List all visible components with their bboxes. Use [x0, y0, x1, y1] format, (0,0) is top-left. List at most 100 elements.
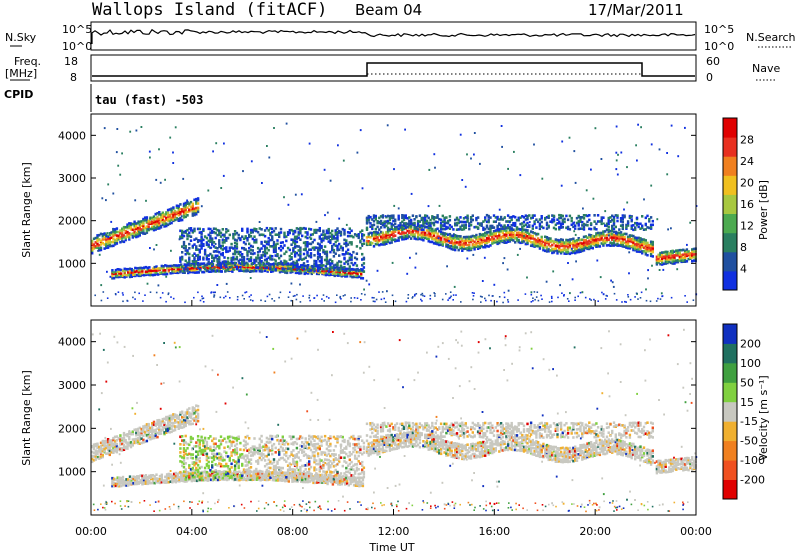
ground-scatter-cell — [492, 295, 494, 297]
ground-scatter-cell — [584, 296, 587, 299]
noise-panel: N.Sky 10^5 10^0 10^5 10^0 N.Search — [5, 21, 796, 53]
echo-cell — [422, 222, 425, 226]
echo-cell — [178, 478, 181, 481]
echo-cell — [371, 227, 374, 231]
ground-scatter-cell — [579, 291, 582, 294]
echo-cell — [648, 220, 651, 223]
scatter-cell — [647, 269, 649, 272]
scatter-cell — [414, 266, 417, 269]
ground-scatter-cell — [429, 294, 432, 297]
ground-scatter-cell — [126, 299, 128, 302]
echo-cell — [178, 475, 181, 479]
echo-cell — [535, 218, 538, 221]
echo-cell — [673, 250, 676, 253]
echo-cell — [401, 238, 404, 241]
echo-cell — [183, 480, 186, 483]
echo-cell — [388, 228, 392, 231]
echo-cell — [260, 254, 263, 257]
echo-cell — [152, 423, 156, 426]
echo-cell — [241, 255, 244, 259]
scatter-cell — [261, 182, 263, 184]
echo-cell — [273, 470, 276, 474]
ground-scatter-cell — [649, 300, 652, 303]
echo-cell — [191, 202, 194, 206]
echo-cell — [332, 235, 336, 238]
echo-cell — [625, 244, 628, 247]
echo-cell — [526, 241, 529, 244]
echo-cell — [510, 235, 513, 238]
echo-cell — [179, 411, 182, 414]
echo-cell — [586, 246, 589, 250]
echo-cell — [254, 478, 257, 481]
echo-cell — [281, 269, 284, 272]
echo-cell — [117, 234, 120, 238]
echo-cell — [641, 238, 644, 241]
echo-cell — [113, 441, 117, 445]
echo-cell — [172, 218, 175, 221]
echo-cell — [418, 214, 422, 217]
echo-cell — [184, 413, 187, 416]
echo-cell — [378, 220, 381, 224]
echo-cell — [581, 247, 584, 251]
echo-cell — [536, 237, 540, 240]
echo-cell — [558, 213, 561, 217]
echo-cell — [170, 418, 173, 421]
echo-cell — [515, 236, 519, 240]
echo-cell — [468, 227, 471, 231]
echo-cell — [160, 473, 163, 477]
echo-cell — [630, 240, 633, 244]
echo-cell — [209, 227, 212, 231]
echo-cell — [524, 230, 527, 233]
echo-cell — [607, 220, 610, 223]
echo-cell — [634, 226, 637, 229]
echo-cell — [545, 238, 549, 241]
echo-cell — [521, 225, 524, 229]
echo-cell — [341, 253, 344, 256]
ground-scatter-cell — [336, 294, 338, 296]
ground-scatter-cell — [488, 294, 490, 297]
echo-cell — [206, 472, 209, 476]
echo-cell — [512, 228, 515, 231]
echo-cell — [651, 250, 654, 254]
scatter-cell — [472, 253, 475, 256]
echo-cell — [630, 219, 633, 223]
echo-cell — [189, 200, 193, 204]
scatter-cell — [207, 189, 210, 192]
echo-cell — [531, 216, 534, 219]
echo-cell — [277, 268, 280, 272]
echo-cell — [489, 216, 492, 219]
echo-cell — [443, 222, 446, 225]
echo-cell — [161, 221, 164, 224]
echo-cell — [659, 251, 662, 255]
echo-cell — [671, 251, 674, 255]
echo-cell — [641, 251, 644, 255]
echo-cell — [256, 251, 260, 254]
ground-scatter-cell — [244, 291, 246, 294]
echo-cell — [126, 433, 129, 436]
echo-cell — [96, 456, 99, 460]
echo-cell — [416, 228, 420, 231]
echo-cell — [215, 478, 218, 482]
echo-cell — [331, 244, 334, 248]
echo-cell — [302, 248, 306, 251]
echo-cell — [595, 238, 598, 241]
scatter-cell — [459, 133, 462, 136]
ground-scatter-cell — [502, 301, 504, 304]
echo-cell — [140, 231, 143, 234]
echo-cell — [239, 238, 242, 242]
scatter-cell — [410, 192, 413, 195]
echo-cell — [248, 476, 252, 480]
echo-cell — [128, 222, 131, 225]
echo-cell — [457, 221, 460, 225]
echo-cell — [233, 249, 237, 252]
scatter-cell — [428, 168, 431, 171]
echo-cell — [621, 243, 624, 247]
ground-scatter-cell — [219, 296, 222, 299]
echo-cell — [257, 478, 260, 481]
echo-cell — [191, 244, 194, 248]
echo-cell — [262, 251, 265, 254]
echo-cell — [408, 230, 411, 233]
echo-cell — [625, 242, 628, 246]
echo-cell — [240, 472, 243, 475]
echo-cell — [146, 480, 149, 484]
